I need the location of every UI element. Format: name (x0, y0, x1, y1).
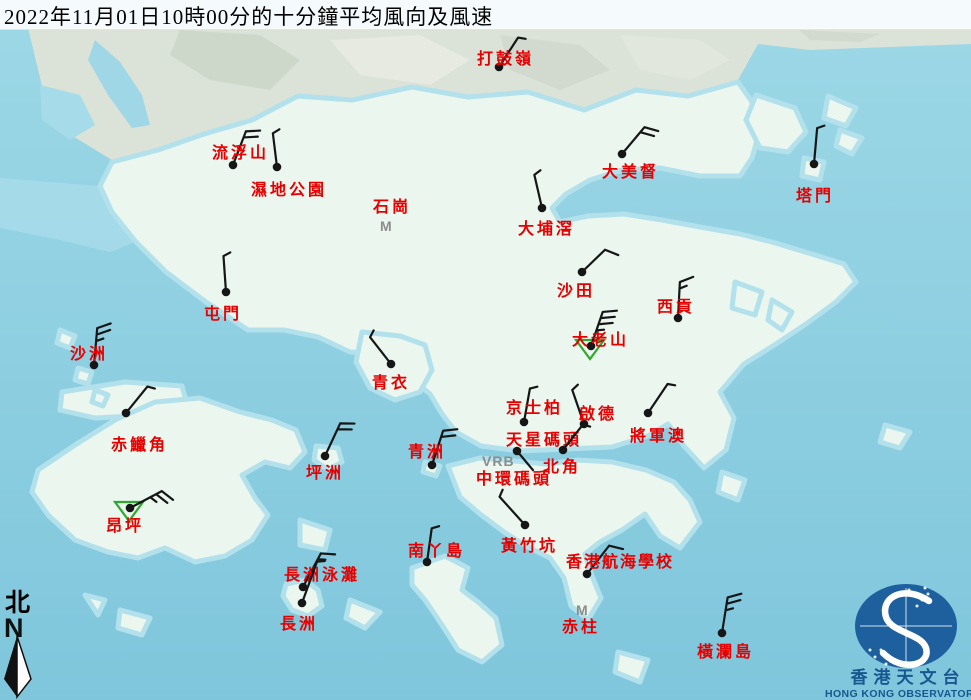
title-bar: 2022年11月01日10時00分的十分鐘平均風向及風速 (0, 0, 971, 30)
station-label: 赤柱 (562, 617, 600, 636)
station-label: 黃竹坑 (500, 536, 558, 555)
station-dot (273, 163, 282, 172)
station-dot (122, 409, 131, 418)
station-label: 青洲 (408, 442, 446, 461)
station-label: 打鼓嶺 (477, 49, 534, 68)
station-label: 大美督 (602, 162, 659, 181)
station-label: 石崗 (372, 197, 411, 216)
wind-map-screen: 打鼓嶺流浮山濕地公園石崗 M 大美督塔門大埔滘屯門 沙田西貢沙洲 大老山青衣赤鱲角 京士柏… (0, 0, 971, 700)
hko-logo-name-en: HONG KONG OBSERVATORY (825, 688, 971, 700)
station-dot (222, 288, 231, 297)
station-label: 赤鱲角 (111, 435, 168, 454)
station-note: M (380, 218, 393, 234)
station-note: VRB (482, 453, 515, 469)
station-label: 京士柏 (506, 398, 563, 417)
map-canvas: 打鼓嶺流浮山濕地公園石崗 M 大美督塔門大埔滘屯門 沙田西貢沙洲 大老山青衣赤鱲角 京士柏… (0, 0, 971, 700)
station-label: 長洲 (280, 615, 318, 633)
station-label: 昂坪 (106, 517, 144, 535)
station-dot (428, 461, 437, 470)
station-label: 坪洲 (306, 464, 344, 482)
station-label: 南丫島 (408, 541, 465, 560)
station-label: 青衣 (372, 373, 410, 392)
station-label: 塔門 (796, 186, 834, 205)
station-label: 西貢 (657, 298, 695, 316)
station-dot (578, 268, 587, 277)
station-label: 中環碼頭 (476, 469, 552, 488)
station-label: 流浮山 (212, 143, 269, 162)
station-label: 啟德 (579, 404, 617, 423)
station-label: 大埔滘 (518, 219, 575, 238)
station-label: 長洲泳灘 (284, 565, 360, 584)
station-dot (321, 452, 330, 461)
page-title: 2022年11月01日10時00分的十分鐘平均風向及風速 (4, 1, 493, 31)
station-label: 濕地公園 (251, 180, 327, 199)
station-label: 大老山 (572, 330, 629, 349)
station-dot (387, 360, 396, 369)
station-label: 屯門 (204, 304, 242, 323)
station-dot (644, 409, 653, 418)
station-note: M (576, 602, 589, 618)
station-dot (298, 599, 307, 608)
station-label: 橫瀾島 (697, 642, 754, 661)
station-dot (538, 204, 547, 213)
station-dot (520, 418, 529, 427)
station-dot (521, 521, 530, 530)
station-dot (810, 160, 819, 169)
station-dot (126, 504, 135, 513)
station-dot (718, 629, 727, 638)
station-label: 將軍澳 (630, 426, 687, 445)
station-label: 香港航海學校 (565, 552, 674, 571)
hko-logo-name-cn: 香港天文台 (851, 667, 966, 687)
compass-north-letter: N (4, 613, 24, 643)
station-label: 沙田 (557, 282, 595, 300)
station-dot (618, 150, 627, 159)
station-dot (559, 446, 568, 455)
station-label: 沙洲 (70, 345, 108, 363)
